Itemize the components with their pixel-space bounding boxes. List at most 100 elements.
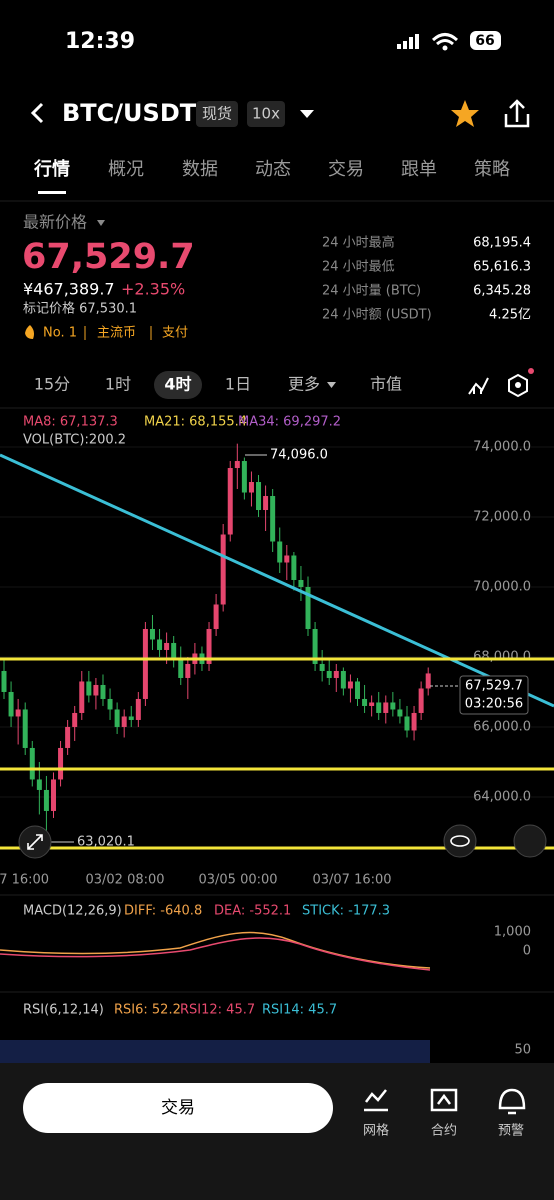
stats: 24 小时最高 68,195.4 24 小时最低 65,616.3 24 小时量 (BT…: [322, 235, 531, 323]
time-axis: 07 16:00 03/02 08:00 03/05 00:00 03/07 16:0…: [0, 873, 392, 888]
candle-body: [220, 534, 226, 605]
candle-body: [86, 681, 92, 696]
y-tick-label: 66,000.0: [473, 719, 531, 734]
candle-body: [284, 555, 290, 563]
macd-tick: 0: [523, 944, 531, 959]
candle-body: [100, 684, 106, 699]
interval[interactable]: 1日: [225, 375, 251, 394]
candle-body: [164, 642, 170, 650]
favorite-star[interactable]: [451, 100, 479, 127]
signal-icon: [397, 34, 419, 49]
rsi-title: RSI(6,12,14): [23, 1003, 104, 1018]
stat-label: 24 小时最高: [322, 235, 395, 251]
candle-body: [355, 681, 360, 699]
mark-price: 标记价格 67,530.1: [23, 301, 137, 317]
candle-body: [58, 747, 64, 780]
trade-label: 交易: [161, 1098, 195, 1118]
tab-bar: 行情 概况 数据 动态 交易 跟单 策略: [33, 158, 510, 180]
tab[interactable]: 交易: [328, 159, 364, 180]
x-tick-label: 07 16:00: [0, 873, 49, 888]
x-tick-label: 03/07 16:00: [312, 873, 391, 888]
eye-icon: [450, 835, 470, 847]
candle-body: [36, 779, 42, 790]
settings-button[interactable]: [508, 373, 528, 398]
interval[interactable]: 更多: [288, 375, 320, 394]
rsi14: RSI14: 45.7: [262, 1003, 337, 1018]
candle-body: [298, 579, 304, 587]
tab[interactable]: 动态: [255, 159, 291, 180]
interval[interactable]: 市值: [370, 375, 402, 394]
back-button[interactable]: [30, 102, 44, 124]
x-tick-label: 03/05 00:00: [198, 873, 277, 888]
wifi-icon: [431, 33, 459, 46]
tab[interactable]: 行情: [33, 158, 70, 180]
candle-body: [234, 461, 240, 469]
candle-body: [185, 663, 191, 678]
rsi-band: [0, 1040, 430, 1064]
fire-icon: [25, 325, 34, 339]
candle-body: [425, 673, 431, 689]
badge: No. 1: [43, 326, 77, 341]
last-price-tag: 67,529.7: [465, 679, 523, 694]
tab[interactable]: 数据: [182, 159, 218, 180]
candle-body: [213, 604, 219, 629]
fullscreen-icon: [27, 834, 43, 850]
leverage-box[interactable]: [247, 101, 285, 127]
action-label[interactable]: 网格: [363, 1123, 389, 1139]
pair-dropdown[interactable]: [300, 110, 314, 118]
battery: [470, 31, 501, 50]
tab[interactable]: 概况: [108, 159, 144, 180]
alert-icon[interactable]: [498, 1088, 526, 1115]
candle-body: [135, 698, 141, 720]
tab[interactable]: 跟单: [401, 159, 437, 180]
eye-button[interactable]: [443, 824, 477, 858]
candle-body: [347, 681, 353, 689]
stat-label: 24 小时额 (USDT): [322, 308, 432, 323]
wifi-dot: [442, 45, 448, 51]
price-dropdown[interactable]: [97, 220, 105, 226]
action-label[interactable]: 合约: [431, 1124, 457, 1139]
candle-body: [404, 716, 410, 731]
volume-label: VOL(BTC):200.2: [23, 433, 126, 448]
cny-price: ¥467,389.7: [23, 280, 115, 299]
tab[interactable]: 策略: [474, 159, 510, 180]
candle-body: [340, 670, 346, 689]
candle-body: [319, 663, 325, 671]
interval[interactable]: 4时: [164, 375, 191, 394]
interval[interactable]: 15分: [34, 375, 70, 394]
price-label: 最新价格: [23, 213, 87, 232]
grid-icon[interactable]: [364, 1089, 388, 1112]
action-label[interactable]: 预警: [498, 1123, 524, 1139]
candle-body: [270, 496, 276, 542]
rsi12: RSI12: 45.7: [180, 1003, 255, 1018]
y-tick-label: 72,000.0: [473, 510, 531, 525]
candle-body: [1, 670, 7, 692]
rsi-tick: 50: [514, 1043, 531, 1058]
candle-body: [15, 709, 21, 717]
candle-body: [411, 712, 417, 731]
candle-body: [326, 670, 332, 678]
share-button[interactable]: [504, 99, 530, 128]
draw-button[interactable]: [513, 824, 547, 858]
high-label: 74,096.0: [270, 448, 328, 463]
candle-body: [241, 461, 247, 493]
candle-body: [383, 702, 389, 713]
candle-body: [277, 541, 283, 563]
candle-body: [333, 670, 339, 678]
trade-button[interactable]: [23, 1083, 333, 1133]
interval[interactable]: 1时: [105, 375, 131, 394]
candle-body: [29, 747, 35, 780]
candle-body: [376, 702, 382, 713]
indicator-button[interactable]: [468, 377, 489, 395]
candle-body: [390, 702, 396, 710]
candle-body: [206, 628, 212, 664]
stat-value: 4.25亿: [489, 308, 531, 323]
low-label: 63,020.1: [77, 835, 135, 850]
macd-line: [0, 931, 431, 969]
macd-diff: DIFF: -640.8: [124, 904, 202, 919]
contract-icon[interactable]: [430, 1088, 458, 1112]
more-dropdown[interactable]: [327, 382, 336, 388]
candle-body: [291, 555, 297, 580]
candle-body: [178, 660, 184, 678]
candle-body: [369, 702, 375, 706]
